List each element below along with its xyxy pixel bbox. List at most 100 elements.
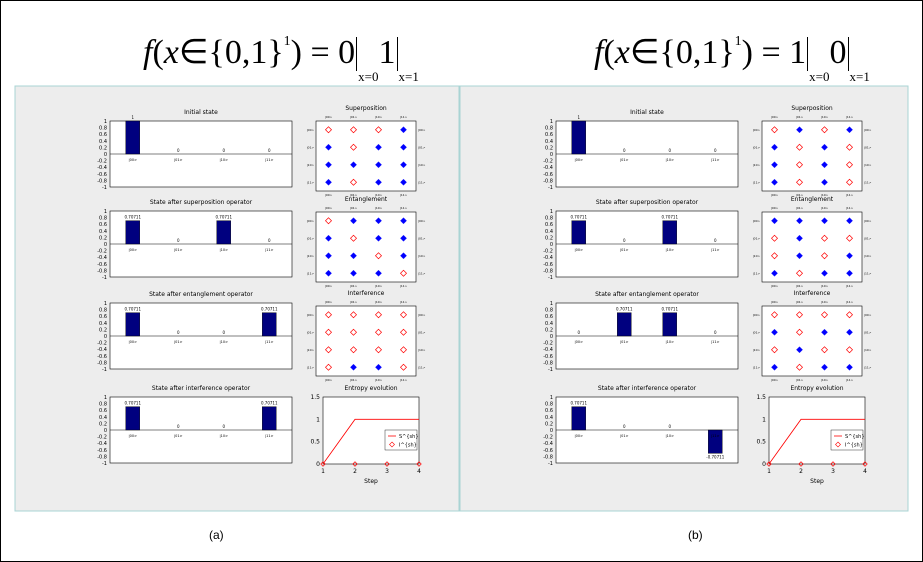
grid-col-label-top: |01> [796, 115, 804, 119]
y-tick-label: 0.2 [545, 235, 553, 241]
grid-col-label-bottom: |00> [771, 284, 779, 288]
grid-col-label-bottom: |00> [771, 378, 779, 382]
grid-col-label-top: |01> [350, 115, 358, 119]
bar-data-label: 0 [177, 424, 180, 429]
grid-chart-axes [315, 305, 417, 377]
y-tick-label: 0.8 [99, 126, 107, 132]
x-tick-label: |00> [574, 158, 583, 162]
grid-marker-hollow [400, 269, 407, 277]
y-tick-label: 0.2 [545, 145, 553, 151]
entropy-series-line [768, 418, 865, 465]
grid-col-label-bottom: |00> [325, 284, 333, 288]
y-tick-label: 0 [550, 242, 553, 248]
grid-marker-filled [796, 234, 803, 242]
entropy-x-tick-label: 1 [321, 468, 325, 475]
y-tick-label: -0.6 [543, 354, 553, 360]
grid-marker-hollow [771, 346, 778, 354]
grid-marker-hollow [350, 328, 357, 336]
bar-data-label: 0.70711 [124, 307, 141, 312]
y-tick-label: 0.4 [545, 139, 553, 145]
x-tick-label: |11> [265, 340, 274, 344]
grid-col-label-top: |01> [350, 300, 358, 304]
grid-col-label-bottom: |11> [846, 193, 854, 197]
bar-data-label: 0.70711 [616, 307, 633, 312]
entropy-x-tick-label: 2 [799, 468, 803, 475]
bar [571, 406, 586, 431]
grid-row-label-right: |10> [864, 348, 872, 352]
grid-row-label-left: |00> [753, 313, 761, 317]
grid-marker-hollow [350, 311, 357, 319]
bar-data-label: 0 [668, 148, 671, 153]
grid-col-label-top: |00> [771, 206, 779, 210]
grid-marker-hollow [350, 234, 357, 242]
x-tick-label: |01> [620, 434, 629, 438]
grid-col-label-bottom: |01> [350, 378, 358, 382]
entropy-title: Entropy evolution [344, 385, 397, 392]
bar-data-label: 1 [131, 115, 134, 120]
bar-data-label: 0 [177, 238, 180, 243]
bar-chart-title: State after entanglement operator [149, 291, 253, 298]
entropy-series-marker [830, 461, 836, 467]
grid-col-label-bottom: |01> [796, 378, 804, 382]
x-tick-label: |00> [574, 248, 583, 252]
y-tick-label: -0.6 [97, 262, 107, 268]
grid-marker-hollow [796, 161, 803, 169]
grid-marker-filled [325, 269, 332, 277]
bar [125, 406, 140, 431]
y-tick-label: -1 [548, 185, 553, 191]
grid-marker-filled [400, 161, 407, 169]
grid-chart-title: Interference [794, 290, 831, 297]
x-tick-label: |00> [574, 340, 583, 344]
bar [125, 312, 140, 337]
grid-col-label-bottom: |11> [400, 193, 408, 197]
y-tick-label: -0.4 [543, 255, 553, 261]
grid-col-label-bottom: |10> [821, 193, 829, 197]
y-tick-label: 0.6 [545, 408, 553, 414]
y-tick-label: 0.6 [545, 314, 553, 320]
grid-row-label-left: |00> [753, 219, 761, 223]
grid-row-label-left: |01> [753, 145, 761, 149]
bar-data-label: 0 [623, 238, 626, 243]
grid-col-label-top: |10> [375, 115, 383, 119]
bar-chart-title: Initial state [630, 109, 664, 116]
bar-data-label: 0.70711 [570, 401, 587, 406]
bar-chart-title: State after entanglement operator [595, 291, 699, 298]
y-tick-label: -0.4 [97, 441, 107, 447]
bar-data-label: 1 [577, 115, 580, 120]
y-tick-label: 0 [550, 334, 553, 340]
grid-row-label-left: |00> [307, 128, 315, 132]
grid-marker-filled [821, 178, 828, 186]
grid-col-label-top: |10> [375, 300, 383, 304]
x-tick-label: |10> [665, 340, 674, 344]
y-tick-label: -0.4 [97, 255, 107, 261]
x-tick-label: |11> [711, 434, 720, 438]
grid-marker-hollow [375, 328, 382, 336]
x-tick-label: |01> [620, 340, 629, 344]
grid-col-label-top: |00> [325, 300, 333, 304]
y-tick-label: 1 [550, 395, 553, 401]
grid-marker-filled [771, 178, 778, 186]
grid-marker-filled [400, 217, 407, 225]
bar [125, 120, 140, 155]
grid-chart-title: Superposition [345, 105, 387, 112]
x-tick-label: |10> [665, 434, 674, 438]
grid-row-label-right: |10> [864, 254, 872, 258]
bar [125, 220, 140, 245]
grid-row-label-right: |11> [864, 271, 872, 275]
grid-row-label-left: |10> [307, 254, 315, 258]
grid-row-label-right: |10> [864, 163, 872, 167]
grid-col-label-top: |00> [771, 115, 779, 119]
y-tick-label: -1 [548, 367, 553, 373]
y-tick-label: 0.2 [99, 421, 107, 427]
bar-data-label: 0.70711 [261, 401, 278, 406]
grid-marker-filled [771, 328, 778, 336]
x-tick-label: |11> [711, 248, 720, 252]
grid-marker-hollow [350, 143, 357, 151]
grid-marker-filled [400, 178, 407, 186]
grid-marker-filled [375, 178, 382, 186]
grid-marker-filled [771, 269, 778, 277]
y-tick-label: -1 [102, 461, 107, 467]
entropy-legend-label: I^{sh} [399, 443, 417, 449]
entropy-legend-label: S^{sh} [399, 434, 419, 440]
entropy-series-marker [352, 461, 358, 467]
